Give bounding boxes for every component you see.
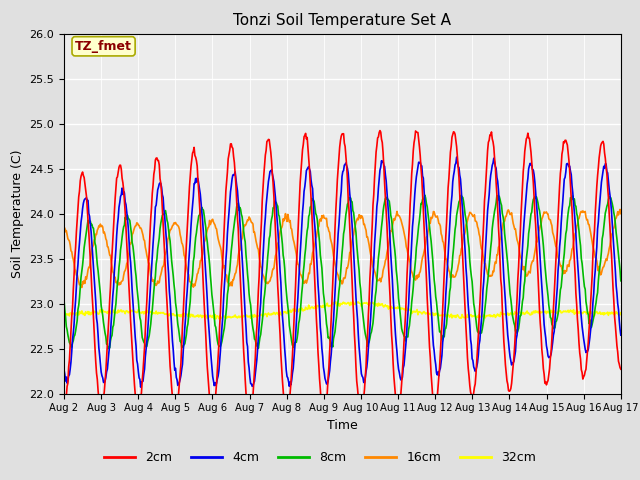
Y-axis label: Soil Temperature (C): Soil Temperature (C) [11,149,24,278]
Legend: 2cm, 4cm, 8cm, 16cm, 32cm: 2cm, 4cm, 8cm, 16cm, 32cm [99,446,541,469]
Text: TZ_fmet: TZ_fmet [75,40,132,53]
Title: Tonzi Soil Temperature Set A: Tonzi Soil Temperature Set A [234,13,451,28]
X-axis label: Time: Time [327,419,358,432]
